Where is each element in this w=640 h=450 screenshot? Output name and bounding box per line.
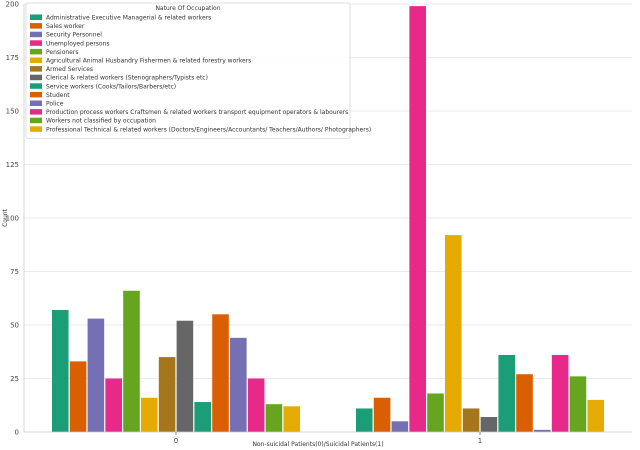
bar	[498, 354, 516, 432]
y-tick-label: 150	[6, 108, 19, 116]
legend-entry: Professional Technical & related workers…	[46, 126, 371, 133]
legend-swatch	[30, 74, 42, 81]
legend-entry: Clerical & related workers (Stenographer…	[46, 75, 208, 82]
bar	[444, 235, 462, 432]
legend-entry: Unemployed persons	[46, 40, 110, 47]
legend-swatch	[30, 48, 42, 55]
y-tick-label: 200	[6, 1, 19, 9]
bar	[247, 378, 265, 432]
bar	[51, 310, 69, 432]
legend-box	[25, 2, 351, 139]
x-axis-label: Non-suicidal Patients(0)/Suicidal Patien…	[252, 441, 383, 448]
legend-entry: Agricultural Animal Husbandry Fishermen …	[46, 58, 251, 65]
y-tick-label: 100	[6, 215, 19, 223]
bar	[587, 399, 605, 432]
legend-entry: Production process workers Craftsmen & r…	[46, 109, 348, 116]
legend-entry: Administrative Executive Managerial & re…	[46, 15, 211, 22]
legend-swatch	[30, 66, 42, 72]
legend-swatch	[30, 40, 42, 46]
x-tick-label: 0	[174, 437, 178, 445]
legend-swatch	[30, 91, 42, 98]
bar	[391, 421, 409, 432]
y-tick-label: 50	[10, 322, 19, 330]
legend-entry: Pensioners	[46, 49, 78, 56]
legend: Nature Of Occupation Administrative Execu…	[25, 2, 371, 139]
bar	[87, 318, 105, 432]
legend-swatch	[30, 83, 42, 89]
legend-entry: Police	[46, 101, 64, 108]
bar	[462, 408, 480, 432]
y-tick-label: 25	[10, 375, 19, 383]
y-tick-label: 0	[15, 429, 19, 437]
bar	[176, 320, 194, 432]
legend-swatch	[30, 109, 42, 115]
bar	[480, 417, 498, 432]
legend-entry: Workers not classified by occupation	[46, 118, 156, 125]
legend-swatch	[30, 31, 42, 38]
bar	[105, 378, 122, 432]
legend-entry: Armed Services	[46, 66, 93, 73]
bar	[230, 337, 247, 432]
bar	[265, 404, 283, 432]
legend-swatch	[30, 100, 42, 106]
y-tick-label: 125	[6, 161, 19, 169]
bar	[158, 357, 176, 432]
y-tick-label: 75	[10, 268, 19, 276]
legend-entry: Student	[46, 92, 70, 99]
bar	[516, 374, 533, 432]
bar	[194, 402, 212, 432]
bar	[212, 314, 229, 432]
legend-title: Nature Of Occupation	[155, 5, 220, 12]
bar	[283, 406, 301, 432]
legend-swatch	[30, 126, 42, 132]
y-axis-label: Count	[2, 208, 9, 226]
bar	[140, 397, 158, 432]
legend-entry: Security Personnel	[46, 32, 102, 39]
y-tick-label: 175	[6, 54, 19, 62]
legend-swatch	[30, 117, 42, 124]
bar	[569, 376, 587, 432]
bar	[69, 361, 87, 432]
x-tick-label: 1	[478, 437, 482, 445]
bar	[427, 393, 444, 432]
bar	[551, 354, 569, 432]
axes: 0 25 50 75 100 125 150 175 200 0 1	[6, 1, 632, 445]
bar	[123, 290, 140, 432]
bars	[51, 6, 605, 432]
bar	[409, 6, 426, 432]
bar	[534, 429, 551, 432]
bar	[355, 408, 373, 432]
legend-swatch	[30, 14, 42, 20]
legend-swatch	[30, 23, 42, 29]
bar	[373, 397, 391, 432]
legend-swatch	[30, 57, 42, 63]
legend-entry: Sales worker	[46, 23, 85, 30]
legend-entry: Service workers (Cooks/Tailors/Barbers/e…	[46, 83, 176, 90]
